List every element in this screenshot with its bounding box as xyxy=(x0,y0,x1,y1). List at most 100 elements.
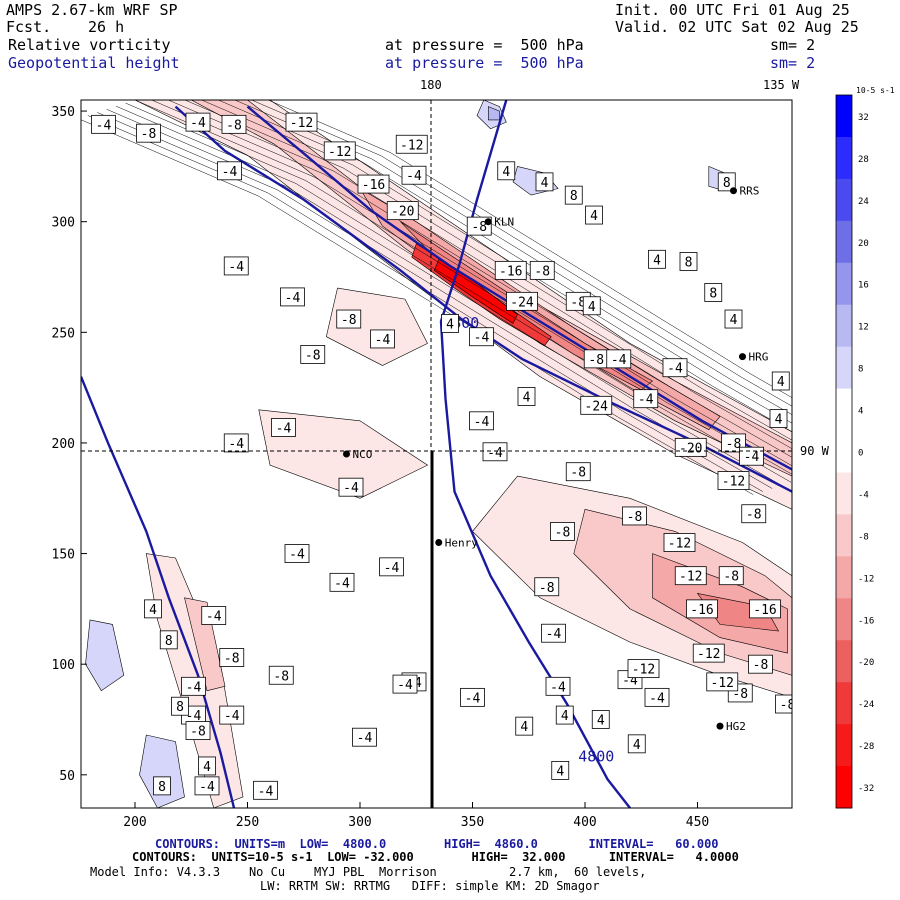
vorticity-label-49: -4 xyxy=(201,606,227,625)
vorticity-label-text: -24 xyxy=(585,399,609,414)
colorbar-tick-12: -16 xyxy=(858,616,874,626)
vorticity-label-77: 4 xyxy=(648,249,666,269)
vorticity-label-71: -4 xyxy=(392,674,418,694)
y-tick-label-200: 200 xyxy=(52,437,75,452)
vorticity-label-text: -4 xyxy=(406,169,422,184)
vorticity-label-29: -4 xyxy=(482,442,508,462)
vorticity-label-38: -8 xyxy=(550,522,575,541)
vorticity-label-text: 4 xyxy=(203,760,211,775)
colorbar-swatch-8 xyxy=(836,430,852,473)
vorticity-label-text: -8 xyxy=(570,295,586,310)
colorbar-tick-10: -8 xyxy=(858,532,869,542)
colorbar-tick-4: 16 xyxy=(858,281,869,291)
vorticity-label-text: -4 xyxy=(285,291,301,306)
vorticity-label-text: -4 xyxy=(190,116,206,131)
vorticity-label-box xyxy=(717,172,736,192)
y-tick-label-250: 250 xyxy=(52,326,75,341)
vorticity-label-text: -8 xyxy=(471,220,487,235)
x-tick-label-450: 450 xyxy=(686,815,709,830)
vorticity-label-text: 8 xyxy=(570,189,578,204)
vorticity-label-text: -12 xyxy=(328,145,351,160)
y-tick-label-50: 50 xyxy=(59,769,75,784)
vorticity-label-text: -4 xyxy=(384,561,400,576)
vorticity-label-8: -16 xyxy=(357,174,390,194)
vorticity-label-box xyxy=(268,665,294,685)
vorticity-label-box xyxy=(370,329,395,349)
smoothing-2: sm= 2 xyxy=(770,54,816,72)
station-hrg: HRG xyxy=(739,351,768,364)
vorticity-label-box xyxy=(506,291,538,311)
lon-label-135w: 135 W xyxy=(763,78,800,92)
vorticity-label-box xyxy=(144,599,162,619)
vorticity-label-57: -12 xyxy=(627,659,660,679)
vorticity-label-box xyxy=(219,648,245,667)
station-henry: Henry xyxy=(435,537,478,550)
vorticity-label-text: 4 xyxy=(556,764,564,779)
vorticity-label-box xyxy=(662,358,688,378)
vorticity-band-10 xyxy=(325,287,428,366)
vorticity-label-text: -4 xyxy=(611,353,627,368)
colorbar-tick-8: 0 xyxy=(858,449,863,459)
vorticity-contour-8 xyxy=(167,100,792,450)
vorticity-label-10: -20 xyxy=(386,201,419,221)
colorbar-tick-6: 8 xyxy=(858,365,863,375)
vorticity-label-text: 4 xyxy=(597,714,605,729)
colorbar-tick-7: 4 xyxy=(858,407,863,417)
vorticity-label-box xyxy=(769,409,788,429)
vorticity-label-44: -12 xyxy=(674,566,707,586)
vorticity-contour-7 xyxy=(150,100,792,458)
vorticity-label-box xyxy=(517,387,536,406)
vorticity-label-box xyxy=(379,557,404,577)
vorticity-label-text: 4 xyxy=(446,317,454,332)
vorticity-label-text: -8 xyxy=(224,652,240,667)
vorticity-label-text: -4 xyxy=(649,691,665,706)
vorticity-label-text: -4 xyxy=(224,709,240,724)
vorticity-label-51: -8 xyxy=(219,648,245,667)
valid-time: Valid. 02 UTC Sat 02 Aug 25 xyxy=(615,18,859,36)
vorticity-label-text: -12 xyxy=(400,138,423,153)
vorticity-label-box xyxy=(771,371,790,391)
y-tick-label-100: 100 xyxy=(52,658,75,673)
vorticity-label-box xyxy=(181,676,206,696)
vorticity-label-text: 4 xyxy=(588,300,596,315)
vorticity-label-text: 4 xyxy=(149,603,157,618)
vorticity-label-text: 8 xyxy=(709,286,717,301)
vorticity-label-text: -12 xyxy=(722,475,745,490)
vorticity-label-14: -4 xyxy=(223,256,249,276)
station-kln: KLN xyxy=(484,216,514,229)
vorticity-label-box xyxy=(280,287,305,307)
colorbar-swatch-5 xyxy=(836,304,852,348)
vorticity-label-box xyxy=(336,309,362,329)
vorticity-label-83: 4 xyxy=(771,371,790,391)
vorticity-band-13 xyxy=(184,597,226,692)
vorticity-label-text: -4 xyxy=(276,421,292,436)
station-name: NCO xyxy=(353,448,373,461)
vorticity-label-text: -12 xyxy=(711,676,734,691)
vorticity-label-text: -8 xyxy=(226,118,242,133)
vorticity-label-81: 4 xyxy=(724,309,743,329)
field-vorticity: Relative vorticity xyxy=(8,36,171,54)
station-marker xyxy=(730,187,737,195)
vorticity-label-box xyxy=(591,710,610,729)
station-layer: KLN RRS HRG NCO Henry HG2 xyxy=(343,185,768,733)
vorticity-label-text: 4 xyxy=(541,176,549,191)
vorticity-label-box xyxy=(159,630,178,650)
vorticity-label-box xyxy=(469,327,494,347)
colorbar-tick-1: 28 xyxy=(858,155,869,165)
vorticity-label-box xyxy=(300,345,326,364)
station-hg2: HG2 xyxy=(716,720,746,733)
vorticity-label-text: 4 xyxy=(523,390,531,405)
pressure-level-2: at pressure = 500 hPa xyxy=(385,54,584,72)
vorticity-label-text: -16 xyxy=(690,603,713,618)
vorticity-label-69: -4 xyxy=(194,776,220,796)
vorticity-label-text: 4 xyxy=(502,165,510,180)
vorticity-label-92: 4 xyxy=(627,734,646,754)
vorticity-label-box xyxy=(706,672,739,692)
vorticity-label-3: -8 xyxy=(221,114,247,134)
vorticity-label-93: 4 xyxy=(555,705,574,725)
vorticity-label-75: 4 xyxy=(585,205,603,225)
vorticity-label-text: -4 xyxy=(375,333,391,348)
vorticity-label-text: -8 xyxy=(539,581,555,596)
height-contour-2 xyxy=(81,376,236,808)
vorticity-label-text: -4 xyxy=(546,627,562,642)
